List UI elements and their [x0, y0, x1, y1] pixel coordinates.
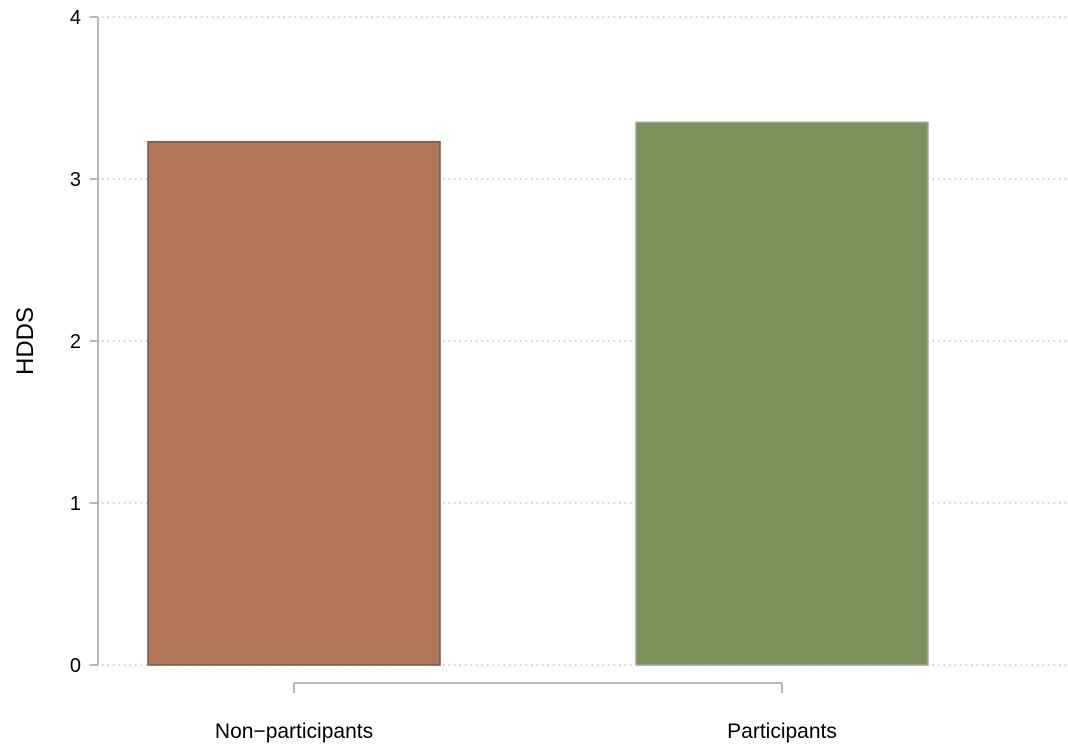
- bar: [635, 121, 929, 666]
- y-tick-label: 1: [70, 493, 81, 515]
- y-tick-label: 3: [70, 169, 81, 191]
- x-tick-label: Non−participants: [215, 720, 373, 743]
- y-tick-label: 0: [70, 655, 81, 677]
- x-tick-label: Participants: [727, 720, 837, 743]
- bars: [147, 121, 929, 666]
- y-axis: 0 1 2 3 4: [70, 7, 99, 677]
- x-axis: Non−participants Participants: [215, 682, 837, 743]
- y-tick-label: 4: [70, 7, 81, 29]
- y-tick-label: 2: [70, 331, 81, 353]
- bar: [147, 140, 441, 666]
- y-axis-title: HDDS: [12, 307, 39, 375]
